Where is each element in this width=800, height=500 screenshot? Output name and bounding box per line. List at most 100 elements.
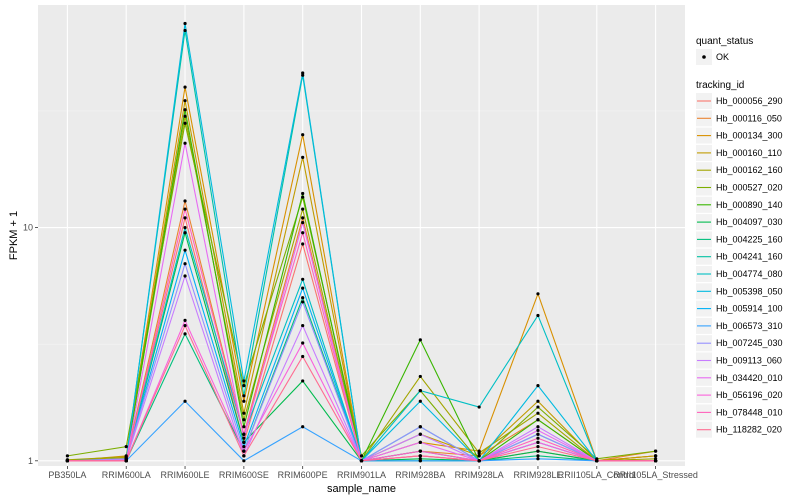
legend-label-series: Hb_004774_080 [716, 269, 783, 279]
data-point [242, 432, 246, 436]
legend-label-series: Hb_005914_100 [716, 304, 783, 314]
data-point [418, 399, 422, 403]
legend-label-series: Hb_078448_010 [716, 407, 783, 417]
legend-label-series: Hb_006573_310 [716, 321, 783, 331]
data-point [301, 73, 305, 77]
data-point [124, 459, 128, 463]
data-point [536, 313, 540, 318]
x-axis: PB350LA RRIM600LA RRIM600LE RRIM600SE RRIM60… [48, 466, 698, 480]
legend-label-series: Hb_004225_160 [716, 234, 783, 244]
data-point [242, 454, 246, 458]
data-point [536, 418, 540, 422]
data-point [536, 457, 540, 461]
data-point [536, 432, 540, 436]
data-point [418, 459, 422, 463]
legend-label-series: Hb_009113_060 [716, 356, 782, 366]
data-point [536, 436, 540, 440]
data-point [183, 199, 187, 203]
x-tick-label: RRIM928LE [513, 470, 562, 480]
data-point [183, 21, 187, 26]
legend-title-quant-status: quant_status [696, 36, 753, 47]
legend-label-series: Hb_118282_020 [716, 425, 782, 435]
data-point [536, 440, 540, 444]
data-point [183, 318, 187, 322]
data-point [477, 405, 481, 409]
data-point [242, 411, 246, 415]
data-point [242, 440, 246, 444]
data-point [242, 436, 246, 440]
legend-label-series: Hb_004097_030 [716, 217, 783, 227]
data-point [536, 425, 540, 429]
data-point [536, 292, 540, 296]
data-point [183, 108, 187, 112]
data-point [301, 300, 305, 304]
data-point [183, 207, 187, 211]
data-point [301, 242, 305, 246]
legend-label-series: Hb_000527_020 [716, 183, 783, 193]
data-point [183, 85, 187, 89]
x-tick-label: RRIM928LA [455, 470, 504, 480]
data-point [418, 425, 422, 429]
legend-title-tracking-id: tracking_id [696, 80, 744, 91]
data-point [301, 286, 305, 290]
legend-label-series: Hb_056196_020 [716, 390, 783, 400]
data-point [418, 440, 422, 444]
x-axis-title: sample_name [327, 483, 396, 495]
legend-label-series: Hb_000134_300 [716, 131, 783, 141]
data-point [359, 454, 364, 458]
legend-label-series: Hb_000160_110 [716, 148, 782, 158]
x-tick-label: RRIM928BA [395, 470, 445, 480]
data-point [301, 155, 305, 159]
data-point [301, 425, 305, 429]
data-point [301, 231, 305, 235]
legend-label-series: Hb_000116_050 [716, 113, 782, 123]
data-point [183, 274, 187, 278]
data-point [536, 445, 540, 449]
y-axis: 1 10 [23, 223, 38, 466]
data-point [418, 432, 422, 436]
data-point [653, 449, 658, 453]
y-tick-label: 1 [28, 456, 33, 466]
data-point [301, 354, 305, 359]
data-point [418, 388, 422, 393]
legend-label-series: Hb_000162_160 [716, 165, 783, 175]
legend-label-series: Hb_007245_030 [716, 338, 783, 348]
data-point [418, 454, 422, 458]
data-point [301, 195, 305, 199]
data-point [477, 459, 481, 463]
data-point [477, 451, 481, 455]
data-point [183, 99, 187, 103]
data-point [183, 28, 187, 33]
data-point [242, 379, 246, 383]
data-point [183, 248, 187, 252]
data-point [301, 221, 305, 225]
data-point [301, 296, 305, 300]
data-point [183, 262, 187, 266]
data-point [301, 323, 305, 328]
data-point [653, 459, 658, 463]
data-point [242, 425, 246, 429]
x-tick-label: RRIM901LA [337, 470, 386, 480]
x-tick-label: RRIM600SE [219, 470, 269, 480]
data-points [65, 21, 658, 463]
data-point [242, 445, 246, 449]
data-point [183, 114, 187, 118]
data-point [477, 454, 481, 458]
data-point [536, 405, 540, 409]
data-point [242, 384, 246, 388]
legend-point-icon [702, 55, 706, 59]
data-point [242, 449, 246, 453]
data-point [418, 374, 422, 379]
data-point [183, 216, 187, 220]
x-tick-label: RRIM600LA [102, 470, 151, 480]
data-point [301, 341, 305, 345]
legend-label-series: Hb_000890_140 [716, 200, 783, 210]
legend-label-series: Hb_000056_290 [716, 96, 783, 106]
data-point [536, 411, 540, 415]
y-axis-title: FPKM + 1 [8, 211, 20, 260]
data-point [653, 454, 658, 458]
legend-label-series: Hb_034420_010 [716, 373, 783, 383]
x-tick-label: RRIM600LE [161, 470, 210, 480]
